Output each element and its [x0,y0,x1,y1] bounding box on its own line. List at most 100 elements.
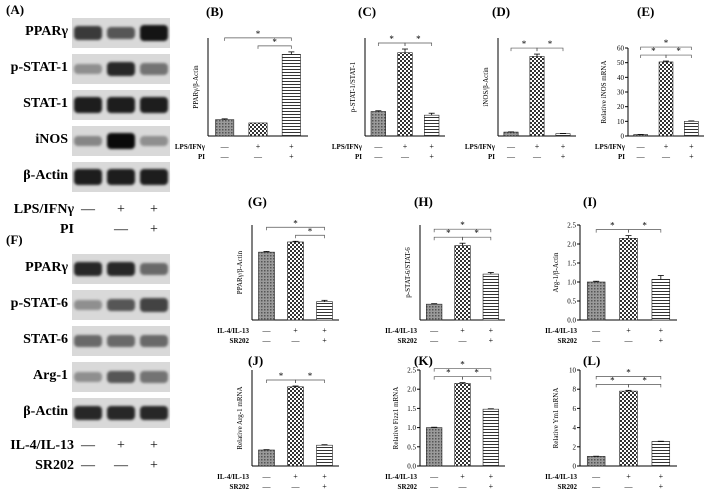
blot-f-band-0-1 [107,261,135,277]
y-axis-label-g: PPARγ/β-Actin [236,250,244,294]
y-tick-label-k-2: 1.0 [407,424,416,432]
y-axis-label-b: PPARγ/β-Actin [192,65,200,109]
blot-a-band-2-2 [140,97,168,113]
treatment-mark-l-1-0: — [591,482,601,490]
panel-letter-b: (B) [206,4,223,19]
treatment-mark-c-0-2: + [429,142,434,151]
blot-f-treatment-label-1: SR202 [35,458,74,473]
sig-bracket-h-2 [433,228,492,233]
treatment-mark-g-1-2: + [322,336,327,345]
blot-f-band-3-0 [74,371,102,383]
blot-a-band-1-2 [140,63,168,75]
y-tick-label-l-3: 6 [573,405,577,413]
y-tick-label-l-4: 8 [573,386,577,394]
blot-a-band-4-0 [74,169,102,185]
treatment-mark-i-0-2: + [659,326,664,335]
y-tick-label-l-5: 10 [569,367,577,375]
bar-l-1 [619,390,638,467]
sig-star-i-0: * [610,221,615,231]
treatment-mark-j-0-0: — [262,472,272,481]
bar-i-1 [619,238,638,321]
sig-bracket-e-1 [665,54,692,59]
blot-f-treatment-mark-1-1: — [114,458,128,473]
y-tick-label-e-2: 20 [617,103,625,111]
blot-a-band-4-1 [107,169,135,185]
treatment-mark-e-1-2: + [689,152,694,161]
sig-star-h-2: * [460,220,465,230]
treatment-mark-d-0-2: + [561,142,566,151]
y-tick-label-i-5: 2.5 [567,222,576,230]
treatment-mark-d-1-2: + [561,152,566,161]
treatment-label-g-1: SR202 [230,337,250,345]
blot-a-band-0-1 [107,26,135,40]
treatment-mark-c-1-0: — [373,152,383,161]
y-tick-label-k-3: 1.5 [407,405,416,413]
treatment-mark-d-1-1: — [532,152,542,161]
treatment-mark-b-0-1: + [256,142,261,151]
sig-star-h-1: * [474,228,479,238]
treatment-mark-g-0-0: — [262,326,272,335]
blot-f-row-label-1: p-STAT-6 [10,296,68,311]
blot-a-treatment-mark-1-1: — [114,222,128,237]
treatment-label-d-0: LPS/IFNγ [465,143,496,151]
treatment-mark-j-0-2: + [322,472,327,481]
y-tick-label-l-1: 2 [573,443,577,451]
sig-star-j-0: * [279,371,284,381]
y-tick-label-e-3: 30 [617,89,625,97]
blot-f-band-1-1 [107,298,135,312]
sig-star-b-0: * [256,29,261,39]
blot-a-treatment-mark-0-1: + [117,202,125,217]
blot-a-band-3-2 [140,135,168,147]
bar-h-2 [482,273,499,321]
blot-a-row-label-0: PPARγ [25,24,68,39]
treatment-mark-k-0-0: — [429,472,439,481]
blot-a-band-1-1 [107,61,135,77]
treatment-label-j-1: SR202 [230,483,250,490]
blot-f-row-label-3: Arg-1 [33,368,68,383]
treatment-mark-l-0-2: + [659,472,664,481]
blot-a-band-1-0 [74,63,102,75]
treatment-mark-h-0-0: — [429,326,439,335]
blot-f-treatment-mark-0-0: — [81,438,95,453]
panel-letter-c: (C) [358,4,376,19]
treatment-label-l-1: SR202 [558,483,578,490]
bar-h-0 [426,303,443,321]
treatment-label-l-0: IL-4/IL-13 [545,473,577,481]
blot-a-band-2-1 [107,97,135,113]
sig-bracket-k-1 [462,376,492,380]
bar-l-2 [651,441,671,467]
y-tick-label-k-4: 2.0 [407,386,416,394]
panel-letter-e: (E) [637,4,654,19]
treatment-mark-e-1-1: — [661,152,671,161]
blot-a-band-0-0 [74,26,102,40]
treatment-label-b-0: LPS/IFNγ [175,143,206,151]
sig-bracket-b-0 [224,37,292,41]
y-axis-label-i: Arg-1/β-Actin [552,252,560,292]
treatment-mark-c-1-1: — [400,152,410,161]
y-axis-label-l: Relative Ym1 mRNA [552,388,560,449]
sig-star-l-0: * [610,375,615,385]
treatment-mark-b-1-1: — [253,152,263,161]
blot-f-row-label-2: STAT-6 [23,332,68,347]
blot-f-treatment-mark-1-0: — [81,458,95,473]
treatment-mark-i-0-0: — [591,326,601,335]
bar-g-2 [316,301,333,321]
blot-a-treatment-label-1: PI [60,222,74,237]
treatment-mark-d-1-0: — [506,152,516,161]
treatment-mark-k-1-1: — [458,482,468,490]
bar-k-1 [454,383,471,467]
sig-star-l-2: * [626,367,631,377]
blot-f-treatment-label-0: IL-4/IL-13 [10,438,74,453]
y-tick-label-i-2: 1.0 [567,279,576,287]
blot-f-treatment-mark-0-2: + [150,438,158,453]
sig-bracket-h-1 [462,236,492,241]
treatment-mark-d-0-0: — [506,142,516,151]
y-axis-label-k: Relative Fizz1 mRNA [392,387,400,450]
blot-f-band-3-1 [107,370,135,384]
panel-letter-f: (F) [6,232,23,247]
blot-f-band-1-0 [74,299,102,311]
blot-f-band-2-0 [74,335,102,347]
sig-star-b-1: * [272,37,277,47]
treatment-mark-l-0-1: + [626,472,631,481]
treatment-mark-b-1-2: + [289,152,294,161]
